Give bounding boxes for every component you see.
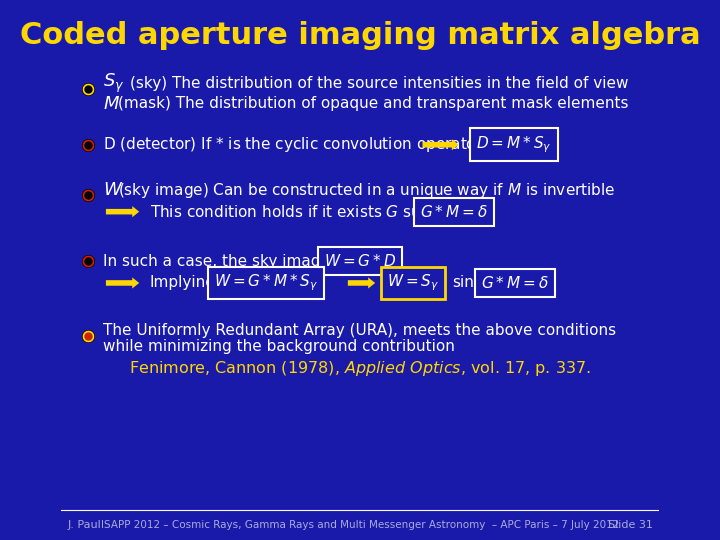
Text: $G * M = \delta$: $G * M = \delta$ [420, 204, 487, 220]
Text: Coded aperture imaging matrix algebra: Coded aperture imaging matrix algebra [19, 21, 701, 50]
Text: $W = G * M * S_\gamma$: $W = G * M * S_\gamma$ [214, 273, 318, 293]
Text: Slide 31: Slide 31 [608, 520, 653, 530]
Text: $G * M = \delta$: $G * M = \delta$ [481, 275, 549, 291]
Text: (sky) The distribution of the source intensities in the field of view: (sky) The distribution of the source int… [130, 76, 629, 91]
Text: $S_\gamma$: $S_\gamma$ [103, 72, 125, 95]
Text: $M$: $M$ [103, 94, 120, 113]
Text: $W$: $W$ [103, 181, 124, 199]
Text: This condition holds if it exists $G$ such as:: This condition holds if it exists $G$ su… [150, 204, 466, 220]
Text: ISAPP 2012 – Cosmic Rays, Gamma Rays and Multi Messenger Astronomy  – APC Paris : ISAPP 2012 – Cosmic Rays, Gamma Rays and… [101, 520, 619, 530]
Text: D (detector) If $*$ is the cyclic convolution operator: D (detector) If $*$ is the cyclic convol… [103, 135, 484, 154]
Text: Implying:: Implying: [150, 275, 221, 291]
Text: The Uniformly Redundant Array (URA), meets the above conditions: The Uniformly Redundant Array (URA), mee… [103, 323, 616, 338]
Text: J. Paul: J. Paul [67, 520, 101, 530]
Text: $W = G * D$: $W = G * D$ [324, 253, 396, 269]
Text: $D = M * S_\gamma$: $D = M * S_\gamma$ [477, 134, 552, 155]
Text: Fenimore, Cannon (1978), $\it{Applied\ Optics}$, vol. 17, p. 337.: Fenimore, Cannon (1978), $\it{Applied\ O… [129, 359, 591, 378]
Text: while minimizing the background contribution: while minimizing the background contribu… [103, 339, 455, 354]
Text: (sky image) Can be constructed in a unique way if $M$ is invertible: (sky image) Can be constructed in a uniq… [118, 180, 616, 200]
Text: since: since [453, 275, 492, 291]
Text: $W = S_\gamma$: $W = S_\gamma$ [387, 273, 439, 293]
Text: (mask) The distribution of opaque and transparent mask elements: (mask) The distribution of opaque and tr… [118, 96, 629, 111]
Text: In such a case, the sky image is:: In such a case, the sky image is: [103, 254, 352, 269]
